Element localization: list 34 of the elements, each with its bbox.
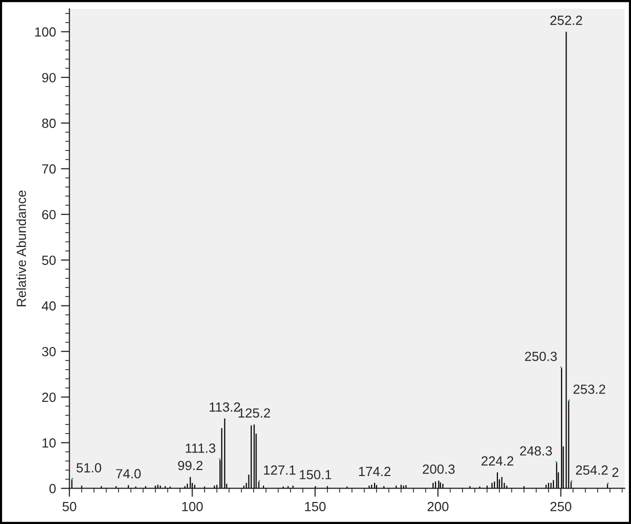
annotation: 51.0 bbox=[76, 463, 102, 472]
annotation: 150.1 bbox=[300, 470, 332, 480]
annotation: 253.2 bbox=[574, 384, 606, 394]
y-tick-label: 40 bbox=[42, 301, 56, 311]
y-tick-label: 0 bbox=[49, 484, 56, 494]
y-tick-label: 80 bbox=[42, 118, 56, 128]
x-tick-label: 100 bbox=[182, 502, 203, 512]
y-tick-label: 30 bbox=[42, 346, 56, 356]
annotation: 111.3 bbox=[186, 443, 216, 453]
y-tick-label: 60 bbox=[42, 210, 56, 220]
annotation: 113.2 bbox=[210, 402, 240, 412]
annotation: 2 bbox=[612, 468, 618, 477]
annotation: 248.3 bbox=[520, 446, 552, 456]
x-tick-label: 200 bbox=[428, 502, 448, 512]
y-tick-label: 90 bbox=[42, 72, 56, 82]
y-tick-label: 70 bbox=[42, 164, 56, 174]
annotation: 127.1 bbox=[264, 465, 296, 475]
annotation: 250.3 bbox=[525, 352, 557, 362]
y-tick-label: 20 bbox=[42, 392, 56, 402]
x-tick-label: 150 bbox=[305, 502, 326, 512]
x-tick-label: 250 bbox=[550, 502, 572, 512]
annotation: 254.2 bbox=[576, 465, 608, 475]
annotation: 252.2 bbox=[550, 16, 582, 25]
y-tick-label: 10 bbox=[42, 438, 56, 448]
x-tick-label: 50 bbox=[62, 502, 76, 512]
annotation: 99.2 bbox=[178, 460, 202, 470]
y-tick-label: 100 bbox=[35, 27, 56, 37]
annotation: 125.2 bbox=[238, 408, 270, 418]
annotation: 224.2 bbox=[482, 456, 514, 466]
annotation: 74.0 bbox=[116, 469, 141, 478]
annotation: 174.2 bbox=[359, 466, 390, 476]
y-axis-title: Relative Abundance bbox=[16, 190, 26, 306]
annotation: 200.3 bbox=[422, 464, 455, 474]
y-tick-label: 50 bbox=[42, 256, 56, 265]
